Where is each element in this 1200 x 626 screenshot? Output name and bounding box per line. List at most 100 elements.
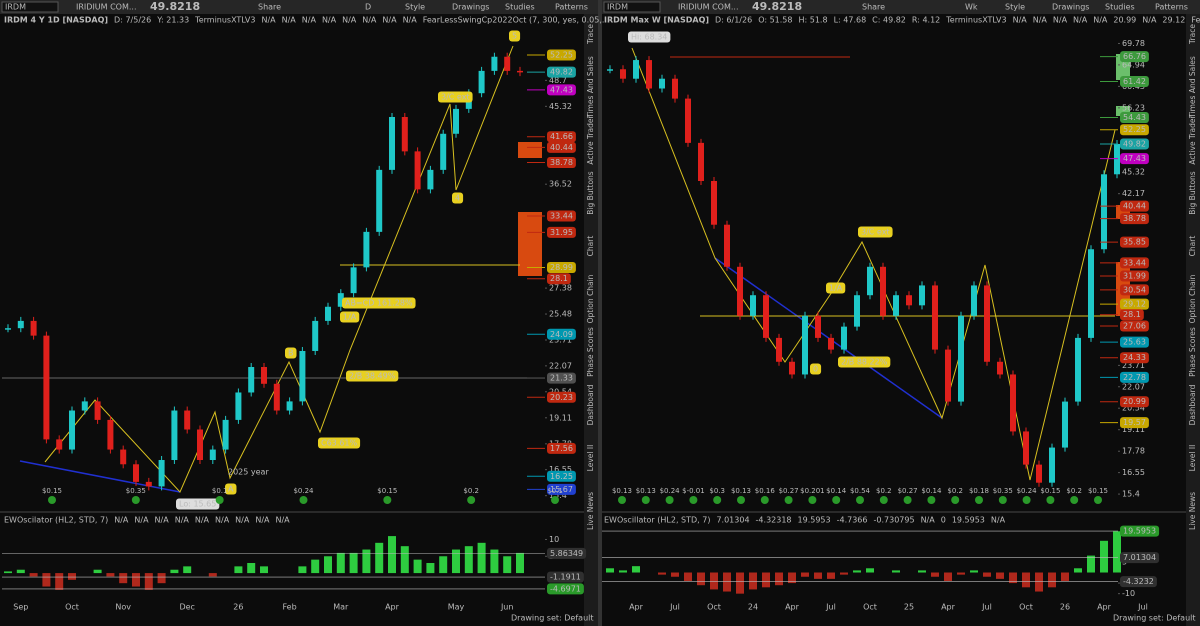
price-label: 28.1 xyxy=(550,274,568,283)
side-tab[interactable]: Times And Sales xyxy=(586,56,595,119)
side-tab[interactable]: Times And Sales xyxy=(1188,56,1197,119)
annotation-bg xyxy=(838,356,891,368)
side-tab[interactable]: Phase Scores xyxy=(586,327,595,377)
symbol-box[interactable] xyxy=(1,1,59,13)
toolbar-button[interactable]: Wk xyxy=(965,3,978,12)
y-tick-label: 20.54 xyxy=(1122,404,1145,413)
osc-readout: N/A xyxy=(921,516,936,525)
dividend: $0.27 xyxy=(779,487,799,495)
side-tab[interactable]: Big Buttons xyxy=(586,171,595,214)
candle xyxy=(607,69,613,71)
side-tab[interactable]: Option Chain xyxy=(586,274,595,323)
side-tab[interactable]: Trace xyxy=(1188,24,1197,45)
toolbar-button[interactable]: Patterns xyxy=(1155,3,1188,12)
readout: N/A xyxy=(1142,16,1157,25)
toolbar-button[interactable]: Share xyxy=(258,3,281,12)
side-tab[interactable]: Level II xyxy=(586,445,595,472)
osc-bar xyxy=(814,572,822,579)
company: IRIDIUM COM... xyxy=(678,3,739,12)
osc-bar xyxy=(208,573,217,577)
candle xyxy=(1088,249,1094,338)
readout: D: 7/5/26 xyxy=(114,16,151,25)
x-tick-label: Jul xyxy=(825,603,836,612)
osc-axis-label-bg xyxy=(547,547,587,559)
x-tick-label: 24 xyxy=(748,603,758,612)
osc-tick-label: -10 xyxy=(1122,589,1135,598)
candle xyxy=(1010,374,1016,432)
candle xyxy=(350,267,357,294)
side-tab[interactable]: Dashboard xyxy=(1188,384,1197,425)
osc-bar xyxy=(892,570,900,573)
osc-bar xyxy=(684,572,692,581)
footer: Drawing set: Default xyxy=(1113,614,1196,623)
toolbar-bg xyxy=(0,0,598,14)
toolbar-button[interactable]: Drawings xyxy=(452,3,489,12)
toolbar-button[interactable]: Studies xyxy=(505,3,535,12)
osc-bar xyxy=(4,571,12,574)
side-tab[interactable]: Active Trader xyxy=(1188,114,1197,164)
x-tick-label: Oct xyxy=(65,603,79,612)
osc-axis-label: 7.01304 xyxy=(1123,553,1156,562)
candle xyxy=(248,367,255,393)
toolbar-button[interactable]: Style xyxy=(405,3,425,12)
symbol-box[interactable] xyxy=(603,1,661,13)
side-tab[interactable]: Chart xyxy=(1188,236,1197,257)
osc-bar xyxy=(723,572,731,592)
toolbar-button[interactable]: Share xyxy=(862,3,885,12)
dividend-icon xyxy=(1022,496,1031,504)
osc-bar xyxy=(439,556,448,574)
dividend: $0.15 xyxy=(1088,487,1108,495)
side-tab[interactable]: Dashboard xyxy=(586,384,595,425)
side-tab[interactable]: Big Buttons xyxy=(1188,171,1197,214)
osc-bar xyxy=(362,549,371,574)
side-tab[interactable]: Live News xyxy=(1188,492,1197,530)
candle xyxy=(763,295,769,338)
annotation: 2025 year xyxy=(228,468,269,477)
price-label: 20.23 xyxy=(550,393,573,402)
toolbar-button[interactable]: D xyxy=(365,3,371,12)
side-tab[interactable]: Level II xyxy=(1188,445,1197,472)
candle xyxy=(724,224,730,267)
price-label: 33.44 xyxy=(1123,258,1146,267)
candle xyxy=(945,349,951,402)
readout: R: 4.12 xyxy=(912,16,940,25)
x-tick-label: Apr xyxy=(785,603,800,612)
candle xyxy=(789,361,795,375)
price-label-bg xyxy=(547,66,576,78)
candle xyxy=(815,315,821,338)
side-tab[interactable]: Phase Scores xyxy=(1188,327,1197,377)
osc-readout: N/A xyxy=(175,516,190,525)
side-tab[interactable]: Live News xyxy=(586,492,595,530)
price-label: 27.06 xyxy=(1123,321,1146,330)
osc-bar xyxy=(464,546,473,574)
price-label-bg xyxy=(547,157,576,169)
y-tick-label: 23.71 xyxy=(549,336,572,345)
osc-axis-label: 5.86349 xyxy=(550,549,583,558)
side-tab[interactable]: Trace xyxy=(586,24,595,45)
dividend-icon xyxy=(1046,496,1055,504)
divider xyxy=(598,0,602,626)
chart-title: IRDM Max W [NASDAQ] xyxy=(604,16,709,25)
dividend-icon xyxy=(784,496,793,504)
side-tab[interactable]: Chart xyxy=(586,236,595,257)
side-tab[interactable]: Active Trader xyxy=(586,114,595,164)
candle xyxy=(854,295,860,327)
price-label-bg xyxy=(1120,298,1149,310)
toolbar-button[interactable]: Patterns xyxy=(555,3,588,12)
toolbar-button[interactable]: Studies xyxy=(1105,3,1135,12)
annotation: AB=CD 161.28% xyxy=(345,299,413,308)
price-label: 66.76 xyxy=(1123,52,1146,61)
x-tick-label: Oct xyxy=(707,603,721,612)
toolbar-button[interactable]: Drawings xyxy=(1052,3,1089,12)
candle xyxy=(737,266,743,316)
y-tick-label: 17.78 xyxy=(1122,447,1145,456)
toolbar-button[interactable]: Style xyxy=(1005,3,1025,12)
candle xyxy=(235,392,242,420)
dividend-icon xyxy=(832,496,841,504)
annotation-bg xyxy=(340,311,360,323)
candle xyxy=(414,151,421,190)
side-tab[interactable]: Option Chain xyxy=(1188,274,1197,323)
x-tick-label: 26 xyxy=(233,603,243,612)
annotation: 2/B 88.22% xyxy=(841,358,888,367)
